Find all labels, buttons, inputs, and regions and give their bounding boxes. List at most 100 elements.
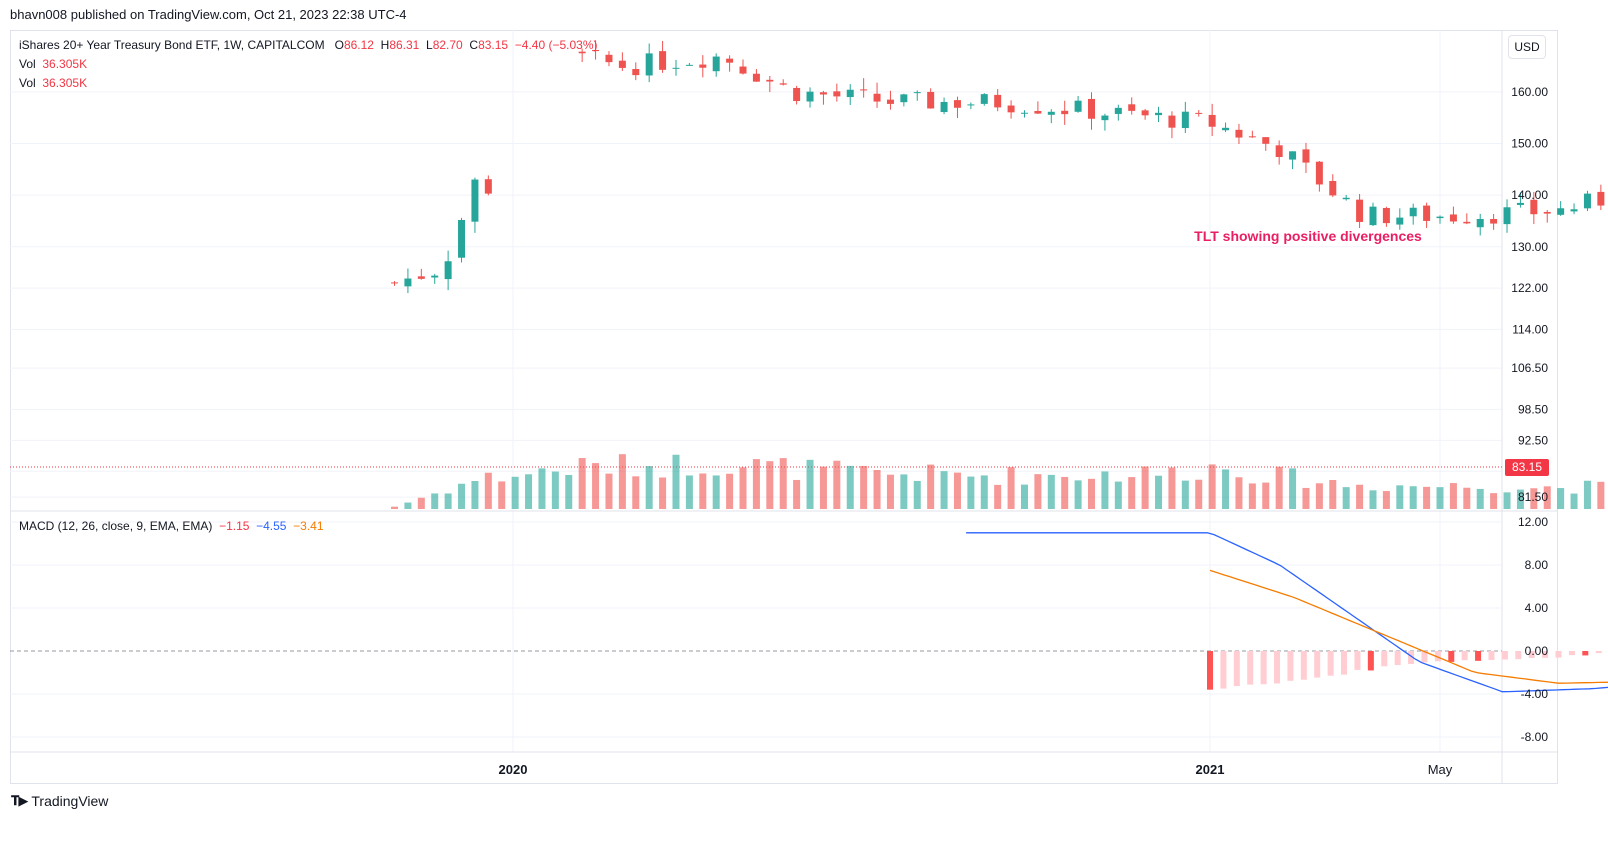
time-axis-label: May xyxy=(1428,762,1453,777)
vol-value-1: 36.305K xyxy=(42,57,88,71)
candle-body xyxy=(1516,202,1524,205)
candle-body xyxy=(1195,112,1203,114)
candle-body xyxy=(1449,214,1457,222)
candle-body xyxy=(1543,211,1551,214)
volume-bar xyxy=(1597,481,1605,509)
macd-hist-bar xyxy=(1354,651,1361,670)
time-axis-label: 2021 xyxy=(1196,762,1225,777)
macd-hist-bar xyxy=(1207,651,1213,690)
price-axis-label: 92.50 xyxy=(1518,433,1548,447)
macd-hist-bar xyxy=(1287,651,1294,681)
candle-body xyxy=(672,67,680,69)
volume-bar xyxy=(927,464,935,509)
candle-body xyxy=(1476,218,1484,228)
volume-bar xyxy=(417,497,425,509)
macd-hist-bar xyxy=(1461,651,1468,661)
macd-hist-bar xyxy=(1233,651,1240,687)
open-value: 86.12 xyxy=(343,38,374,52)
volume-bar xyxy=(391,506,399,509)
volume-bar xyxy=(645,466,653,509)
volume-bar xyxy=(1396,485,1404,509)
volume-bar xyxy=(1423,486,1431,509)
candle-body xyxy=(846,89,854,98)
macd-hist-bar xyxy=(1367,651,1374,671)
candle-body xyxy=(833,91,841,97)
publisher-header: bhavn008 published on TradingView.com, O… xyxy=(10,7,407,22)
volume-bar xyxy=(1302,487,1310,509)
volume-bar xyxy=(431,493,439,509)
candle-body xyxy=(1101,115,1109,121)
volume-bar xyxy=(1141,466,1149,509)
volume-bar xyxy=(806,459,814,509)
volume-bar xyxy=(967,476,975,509)
volume-bar xyxy=(551,471,559,509)
candle-body xyxy=(1235,129,1243,138)
candle-body xyxy=(1248,136,1256,138)
candle-body xyxy=(940,101,948,113)
volume-bar xyxy=(726,473,734,509)
price-axis-label: 160.00 xyxy=(1511,85,1548,99)
candle-body xyxy=(632,69,640,76)
candle-body xyxy=(1530,199,1538,215)
macd-axis-label: 8.00 xyxy=(1525,558,1549,572)
volume-bar xyxy=(1516,489,1524,509)
macd-line xyxy=(966,532,1608,693)
candle-body xyxy=(1289,151,1297,160)
candle-body xyxy=(913,92,921,94)
macd-hist-bar xyxy=(1448,651,1455,662)
volume-bar xyxy=(886,474,894,509)
footer-brand: TradingView xyxy=(31,793,109,809)
currency-button[interactable]: USD xyxy=(1508,35,1546,59)
tradingview-footer[interactable]: 𝐓▶ TradingView xyxy=(11,793,108,809)
candle-body xyxy=(819,92,827,95)
volume-bar xyxy=(498,481,506,509)
volume-bar xyxy=(1503,492,1511,509)
volume-bar xyxy=(1114,481,1122,509)
macd-hist-bar xyxy=(1247,651,1254,685)
volume-bar xyxy=(900,474,908,509)
candle-body xyxy=(793,87,801,102)
price-axis-label: 114.00 xyxy=(1512,322,1548,336)
volume-bar xyxy=(659,477,667,509)
candle-body xyxy=(404,278,412,287)
volume-bar xyxy=(1101,471,1109,509)
macd-hist-bar xyxy=(1300,651,1307,680)
volume-bar xyxy=(1034,474,1042,509)
volume-bar xyxy=(1168,467,1176,509)
candle-body xyxy=(1382,207,1390,224)
vol-value-2: 36.305K xyxy=(42,76,88,90)
candle-body xyxy=(1329,180,1337,196)
volume-bar xyxy=(1369,490,1377,509)
candle-body xyxy=(1342,197,1350,200)
candle-body xyxy=(739,66,747,74)
volume-bar xyxy=(1181,480,1189,509)
candle-body xyxy=(1490,218,1498,224)
volume-bar xyxy=(672,454,680,509)
candle-body xyxy=(484,179,492,194)
candle-body xyxy=(1262,137,1270,144)
macd-hist-bar xyxy=(1421,651,1428,663)
volume-bar xyxy=(1275,466,1283,509)
volume-bar xyxy=(1289,468,1297,509)
macd-signal-value: −3.41 xyxy=(293,519,324,533)
macd-hist-bar xyxy=(1488,651,1495,661)
time-axis-label: 2020 xyxy=(499,762,528,777)
candle-body xyxy=(699,64,707,68)
volume-bar xyxy=(1007,467,1015,509)
signal-line xyxy=(1209,569,1608,684)
volume-bar xyxy=(1235,477,1243,509)
candle-body xyxy=(1168,115,1176,128)
candle-body xyxy=(417,276,425,279)
volume-bar xyxy=(819,466,827,509)
candle-body xyxy=(685,64,693,66)
volume-bar xyxy=(833,460,841,509)
candle-body xyxy=(967,104,975,106)
macd-hist-bar xyxy=(1260,651,1267,685)
macd-axis-label: 4.00 xyxy=(1525,601,1549,615)
candle-body xyxy=(886,99,894,104)
volume-bar xyxy=(873,470,881,509)
volume-bar xyxy=(1436,487,1444,509)
candle-body xyxy=(953,100,961,108)
volume-legend-1: Vol 36.305K xyxy=(19,57,87,71)
